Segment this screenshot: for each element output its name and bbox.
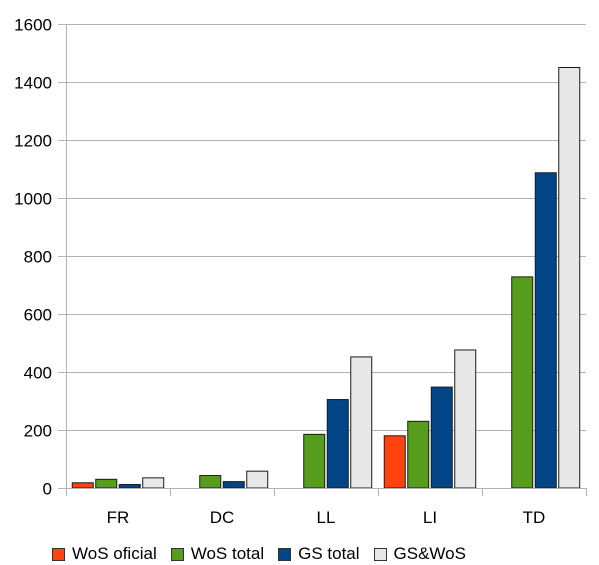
y-axis: 0 200 400 600 800 1000 1200 1400 1600 xyxy=(14,16,67,499)
x-tick-label: LI xyxy=(423,508,437,527)
x-axis: FR DC LL LI TD xyxy=(66,488,587,527)
bar-gs-wos-td xyxy=(558,67,581,489)
bar-gs-wos-ll xyxy=(350,356,373,489)
legend-swatch xyxy=(373,547,387,561)
bar-gs-total-dc xyxy=(222,481,245,489)
legend-label: WoS oficial xyxy=(72,544,157,563)
bar-gs-total-fr xyxy=(118,484,141,489)
legend-swatch xyxy=(170,547,184,561)
bar-wos-total-td xyxy=(511,276,534,489)
y-tick-label: 400 xyxy=(24,364,52,383)
y-tick-label: 600 xyxy=(24,306,52,325)
bars xyxy=(71,67,581,489)
y-tick-label: 800 xyxy=(24,248,52,267)
legend-item: WoS oficial xyxy=(52,544,157,564)
bar-gs-total-td xyxy=(534,172,557,489)
legend-item: WoS total xyxy=(170,544,265,564)
bar-gs-wos-dc xyxy=(246,470,269,489)
bar-wos-oficial-li xyxy=(383,435,406,489)
bar-wos-oficial-fr xyxy=(71,482,94,489)
legend-item: GS&WoS xyxy=(373,544,466,564)
x-tick-label: TD xyxy=(523,508,546,527)
bar-gs-total-ll xyxy=(326,399,349,489)
legend-label: GS&WoS xyxy=(393,544,466,563)
bar-gs-wos-fr xyxy=(142,477,165,489)
legend: WoS oficial WoS total GS total GS&WoS xyxy=(52,543,480,565)
y-tick-label: 1600 xyxy=(14,16,52,35)
bar-wos-total-ll xyxy=(303,433,326,489)
y-tick-label: 0 xyxy=(43,480,52,499)
bar-gs-wos-li xyxy=(454,349,477,489)
y-tick-label: 1400 xyxy=(14,74,52,93)
bar-wos-total-li xyxy=(407,420,430,489)
y-tick-label: 200 xyxy=(24,422,52,441)
bar-gs-total-li xyxy=(430,386,453,489)
x-tick-label: FR xyxy=(107,508,130,527)
bar-wos-total-fr xyxy=(95,478,118,489)
y-tick-label: 1000 xyxy=(14,190,52,209)
x-tick-label: LL xyxy=(317,508,336,527)
legend-swatch xyxy=(278,547,292,561)
legend-swatch xyxy=(52,547,65,561)
gridlines xyxy=(58,24,586,489)
legend-label: GS total xyxy=(298,544,360,563)
y-tick-label: 1200 xyxy=(14,132,52,151)
legend-label: WoS total xyxy=(190,544,265,563)
legend-item: GS total xyxy=(278,544,360,564)
bar-wos-total-dc xyxy=(199,475,222,489)
x-tick-label: DC xyxy=(210,508,235,527)
